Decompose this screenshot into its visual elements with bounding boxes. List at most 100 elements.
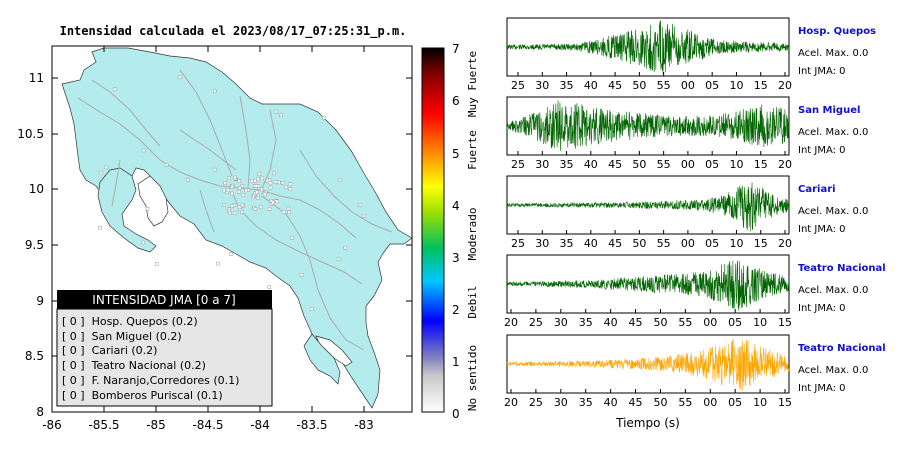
station-marker <box>255 190 259 195</box>
seismogram-trace <box>506 338 790 391</box>
seismogram-x-tick: 25 <box>529 316 543 329</box>
seismogram-x-tick: 30 <box>535 79 549 92</box>
seismogram-x-tick: 25 <box>511 158 525 171</box>
seismogram-x-tick: 10 <box>753 316 767 329</box>
station-marker <box>241 193 245 197</box>
station-marker <box>265 178 269 183</box>
station-marker <box>164 163 169 167</box>
station-marker <box>237 186 242 190</box>
station-marker <box>236 189 241 194</box>
seismogram-x-tick: 40 <box>604 396 618 409</box>
station-marker <box>222 188 226 193</box>
seismogram-x-tick: 20 <box>778 158 792 171</box>
legend-item: [ 0 ] San Miguel (0.2) <box>62 330 182 343</box>
seismogram-x-tick: 25 <box>511 237 525 250</box>
map-x-tick: -84 <box>250 418 270 432</box>
seismogram-panel: 25 30 35 40 45 50 55 00 05 10 15 20 San Miguel Acel. … <box>506 96 868 171</box>
seismogram-x-tick: 25 <box>529 396 543 409</box>
station-marker <box>260 176 265 181</box>
station-marker <box>177 75 182 79</box>
seismogram-x-tick: 45 <box>608 158 622 171</box>
map-y-tick: 9.5 <box>25 238 44 252</box>
map-y-axis: 11 10.5 10 9.5 9 8.5 8 <box>17 71 44 419</box>
seismogram-trace <box>506 182 790 232</box>
station-marker <box>240 184 244 188</box>
seismogram-panels: 25 30 35 40 45 50 55 00 05 10 15 20 Hosp. Quepos Acel… <box>504 17 886 409</box>
station-marker <box>223 181 227 185</box>
station-marker <box>267 207 272 211</box>
accel-max-label: Acel. Max. 0.0 <box>798 365 868 376</box>
seismogram-x-tick: 45 <box>608 79 622 92</box>
seismogram-x-tick: 35 <box>560 158 574 171</box>
station-marker <box>249 179 254 184</box>
station-marker <box>237 179 242 183</box>
station-marker <box>256 195 260 200</box>
colorbar-label: Debil <box>466 285 479 318</box>
station-marker <box>145 206 150 211</box>
station-name: Hosp. Quepos <box>798 26 876 37</box>
station-marker <box>268 185 273 190</box>
seismogram-x-tick: 45 <box>629 396 643 409</box>
station-marker <box>337 177 342 182</box>
seismogram-x-tick: 10 <box>729 158 743 171</box>
colorbar-tick: 4 <box>452 199 460 213</box>
seismogram-x-tick: 20 <box>778 237 792 250</box>
seismogram-x-tick: 35 <box>560 237 574 250</box>
map-x-tick: -83 <box>354 418 374 432</box>
station-marker <box>280 180 285 185</box>
station-marker <box>233 211 238 215</box>
seismogram-x-tick: 10 <box>729 237 743 250</box>
station-marker <box>230 204 235 208</box>
accel-max-label: Acel. Max. 0.0 <box>798 48 868 59</box>
map-x-tick: -85 <box>146 418 166 432</box>
seismogram-trace <box>506 100 790 151</box>
station-marker <box>244 188 248 193</box>
seismogram-x-tick: 50 <box>653 316 667 329</box>
seismogram-x-tick: 15 <box>778 316 792 329</box>
seismogram-x-tick: 20 <box>504 396 518 409</box>
gulf-of-nicoya <box>137 175 169 227</box>
seismogram-x-tick: 45 <box>629 316 643 329</box>
colorbar-label: Fuerte <box>466 130 479 170</box>
station-marker <box>253 207 258 211</box>
station-marker <box>288 182 293 187</box>
station-marker <box>310 307 314 312</box>
jma-intensity-label: Int JMA: 0 <box>798 66 846 77</box>
station-marker <box>271 200 275 205</box>
legend-item: [ 0 ] Bomberos Puriscal (0.1) <box>62 389 223 402</box>
seismogram-x-tick: 20 <box>778 79 792 92</box>
map-x-tick: -86 <box>42 418 62 432</box>
station-marker <box>104 165 108 170</box>
legend-item: [ 0 ] Hosp. Quepos (0.2) <box>62 315 198 328</box>
seismogram-x-tick: 35 <box>560 79 574 92</box>
seismogram-x-tick: 15 <box>754 237 768 250</box>
seismogram-trace <box>506 260 790 311</box>
accel-max-label: Acel. Max. 0.0 <box>798 127 868 138</box>
station-name: Cariari <box>798 184 836 195</box>
map-y-tick: 10.5 <box>17 127 44 141</box>
colorbar-tick: 7 <box>452 42 460 56</box>
seismogram-x-tick: 55 <box>678 316 692 329</box>
station-marker <box>227 176 231 181</box>
seismogram-x-label: Tiempo (s) <box>615 416 680 430</box>
station-marker <box>273 180 278 184</box>
station-marker <box>362 214 366 218</box>
station-marker <box>299 273 304 277</box>
legend-item: [ 0 ] F. Naranjo,Corredores (0.1) <box>62 374 239 387</box>
seismogram-x-tick: 05 <box>705 79 719 92</box>
station-marker <box>284 185 288 189</box>
station-marker <box>256 177 260 182</box>
station-marker <box>286 206 291 211</box>
map-x-tick: -85.5 <box>88 418 119 432</box>
station-marker <box>99 170 104 175</box>
seismogram-x-tick: 00 <box>681 237 695 250</box>
station-markers <box>98 75 366 331</box>
seismogram-x-tick: 00 <box>681 79 695 92</box>
station-marker <box>229 252 233 256</box>
station-marker <box>240 210 244 214</box>
map-y-tick: 8.5 <box>25 349 44 363</box>
station-marker <box>212 167 217 172</box>
legend-header <box>57 290 272 309</box>
jma-intensity-label: Int JMA: 0 <box>798 303 846 314</box>
